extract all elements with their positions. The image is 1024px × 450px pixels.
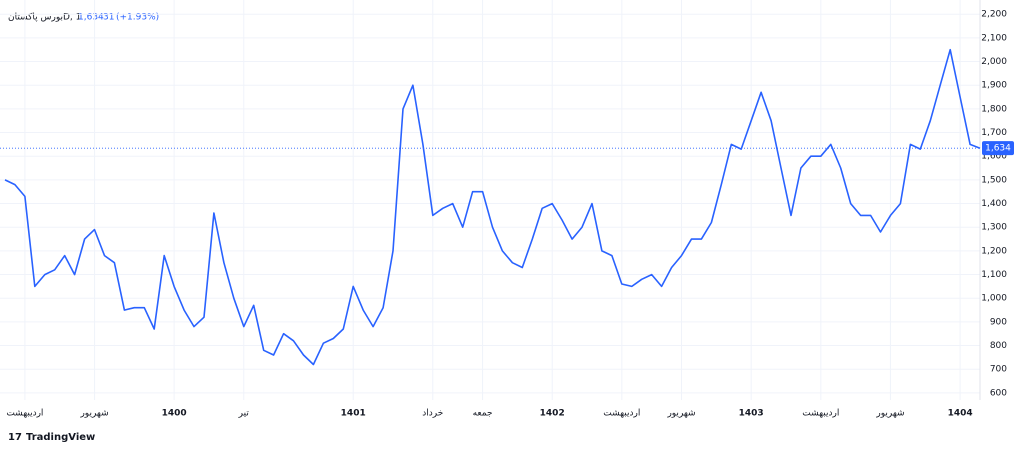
y-tick-label: 700 — [990, 365, 1007, 375]
y-tick-label: 1,200 — [981, 246, 1007, 256]
y-tick-label: 800 — [990, 341, 1007, 351]
y-tick-label: 1,800 — [981, 104, 1007, 114]
y-tick-label: 2,100 — [981, 33, 1007, 43]
y-tick-label: 1,700 — [981, 128, 1007, 138]
x-tick-label: 1401 — [341, 409, 366, 419]
y-tick-label: 2,200 — [981, 10, 1007, 20]
y-tick-label: 600 — [990, 388, 1007, 398]
y-tick-label: 1,900 — [981, 81, 1007, 91]
header-change-percent: (+1.93%) — [116, 13, 159, 23]
x-tick-label: شهریور — [875, 409, 904, 419]
x-tick-label: اردیبهشت — [802, 409, 839, 419]
x-tick-label: 1402 — [540, 409, 565, 419]
y-tick-label: 2,000 — [981, 57, 1007, 67]
brand: TradingView — [26, 432, 95, 443]
x-tick-label: 1403 — [739, 409, 764, 419]
price-line — [4, 48, 981, 366]
x-tick-label: جمعه — [473, 409, 493, 419]
brand-logo: 17 — [8, 432, 22, 443]
last-price-box — [982, 141, 1014, 156]
x-tick-label: شهریور — [79, 409, 108, 419]
y-tick-label: 1,100 — [981, 270, 1007, 280]
x-tick-label: خرداد — [422, 409, 443, 419]
x-tick-label: شهریور — [666, 409, 695, 419]
last-price-label: 1,634 — [985, 144, 1011, 154]
y-tick-label: 1,500 — [981, 175, 1007, 185]
y-tick-label: 900 — [990, 317, 1007, 327]
x-tick-label: اردیبهشت — [603, 409, 640, 419]
symbol: بورس پاکستانD, 1 — [8, 13, 81, 23]
y-tick-label: 1,000 — [981, 294, 1007, 304]
x-tick-label: 1404 — [948, 409, 973, 419]
y-tick-label: 1,400 — [981, 199, 1007, 209]
x-tick-label: تیر — [238, 409, 250, 419]
header-change: 31 — [103, 13, 114, 23]
x-tick-label: اردیبهشت — [6, 409, 43, 419]
y-tick-label: 1,300 — [981, 223, 1007, 233]
x-tick-label: 1400 — [162, 409, 187, 419]
y-tick-label: 1,600 — [981, 152, 1007, 162]
header-price: 1,634 — [78, 13, 104, 23]
